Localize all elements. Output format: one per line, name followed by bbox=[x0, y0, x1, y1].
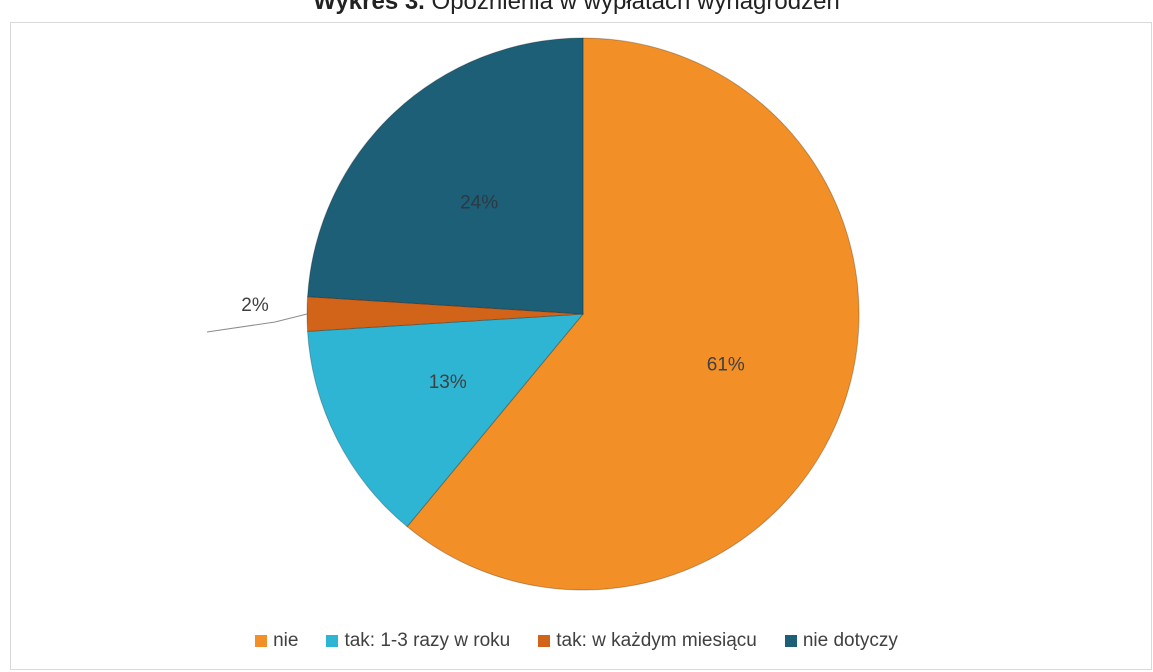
data-label: 2% bbox=[241, 295, 269, 316]
legend-label: nie dotyczy bbox=[802, 630, 898, 651]
legend-swatch bbox=[784, 635, 797, 647]
chart-title: Wykres 3. Opóźnienia w wypłatach wynagro… bbox=[0, 0, 1153, 16]
leader-line bbox=[206, 313, 308, 333]
legend-swatch bbox=[326, 635, 339, 647]
title-prefix: Wykres 3. bbox=[313, 0, 425, 15]
legend-swatch bbox=[538, 635, 551, 647]
legend-item: nie dotyczy bbox=[784, 630, 898, 652]
legend-label: tak: w każdym miesiącu bbox=[556, 630, 757, 651]
pie-slice-nie-dotyczy bbox=[307, 37, 584, 315]
legend-swatch bbox=[255, 635, 268, 647]
legend: nie tak: 1-3 razy w roku tak: w każdym mie… bbox=[0, 630, 1153, 652]
legend-label: nie bbox=[273, 630, 299, 651]
pie-slice-nie bbox=[406, 37, 860, 591]
title-text: Opóźnienia w wypłatach wynagrodzeń bbox=[431, 0, 840, 15]
legend-item: nie bbox=[255, 630, 298, 652]
pie-slice-tak-w-ka-dym-miesi-cu bbox=[306, 296, 584, 332]
data-label: 13% bbox=[429, 372, 467, 393]
legend-label: tak: 1-3 razy w roku bbox=[344, 630, 511, 651]
legend-item: tak: w każdym miesiącu bbox=[538, 630, 757, 652]
data-label: 61% bbox=[707, 354, 745, 375]
data-label: 24% bbox=[460, 192, 498, 213]
pie-slice-tak-1-3-razy-w-roku bbox=[307, 313, 585, 528]
legend-item: tak: 1-3 razy w roku bbox=[326, 630, 510, 652]
